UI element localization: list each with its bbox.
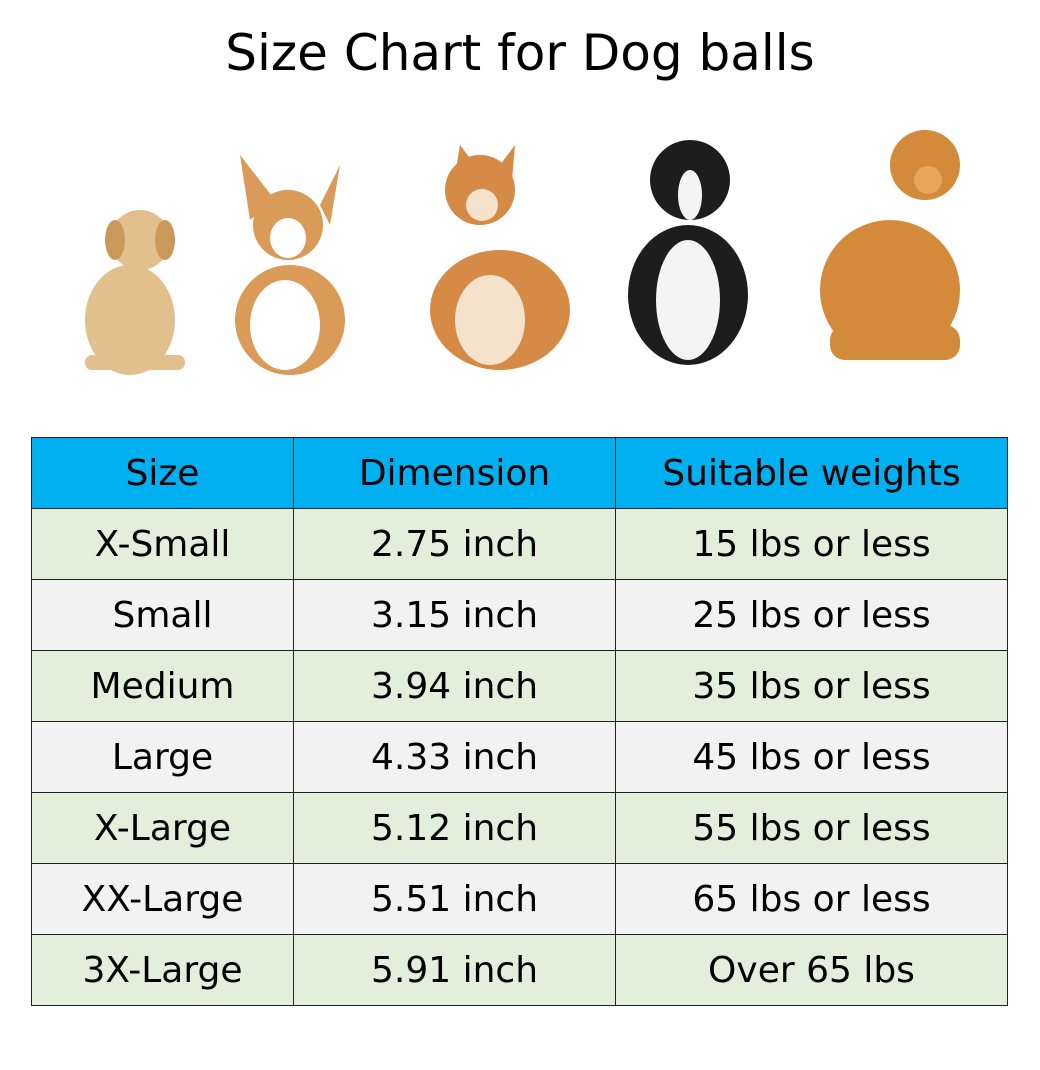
table-cell: 55 lbs or less — [615, 792, 1008, 864]
title: Size Chart for Dog balls — [225, 24, 815, 82]
dog-illustrations — [85, 130, 960, 375]
table-cell: 5.12 inch — [293, 792, 616, 864]
column-header: Size — [31, 437, 294, 509]
table-cell: Small — [31, 579, 294, 651]
table-row: Large 4.33 inch 45 lbs or less — [31, 721, 1008, 793]
shiba — [430, 145, 570, 370]
column-header: Suitable weights — [615, 437, 1008, 509]
table-cell: 2.75 inch — [293, 508, 616, 580]
table-cell: 35 lbs or less — [615, 650, 1008, 722]
table-cell: 25 lbs or less — [615, 579, 1008, 651]
table-cell: 65 lbs or less — [615, 863, 1008, 935]
table-cell: 4.33 inch — [293, 721, 616, 793]
size-table: Size Dimension Suitable weights X-Small 2.7… — [31, 437, 1008, 1006]
table-cell: 5.51 inch — [293, 863, 616, 935]
table-cell: Over 65 lbs — [615, 934, 1008, 1006]
table-cell: X-Small — [31, 508, 294, 580]
table-cell: Medium — [31, 650, 294, 722]
table-cell: 5.91 inch — [293, 934, 616, 1006]
table-cell: 3X-Large — [31, 934, 294, 1006]
table-row: 3X-Large 5.91 inch Over 65 lbs — [31, 934, 1008, 1006]
table-cell: 15 lbs or less — [615, 508, 1008, 580]
golden-retriever — [820, 130, 960, 360]
puppy — [85, 210, 185, 375]
table-row: Medium 3.94 inch 35 lbs or less — [31, 650, 1008, 722]
table-row: Small 3.15 inch 25 lbs or less — [31, 579, 1008, 651]
column-header: Dimension — [293, 437, 616, 509]
table-cell: 45 lbs or less — [615, 721, 1008, 793]
table-cell: Large — [31, 721, 294, 793]
table-row: X-Small 2.75 inch 15 lbs or less — [31, 508, 1008, 580]
table-cell: 3.15 inch — [293, 579, 616, 651]
table-row: X-Large 5.12 inch 55 lbs or less — [31, 792, 1008, 864]
table-row: XX-Large 5.51 inch 65 lbs or less — [31, 863, 1008, 935]
table-cell: XX-Large — [31, 863, 294, 935]
table-body: X-Small 2.75 inch 15 lbs or less Small 3.15 … — [31, 508, 1008, 1006]
corgi — [235, 155, 345, 375]
header-row: Size Dimension Suitable weights — [31, 437, 1008, 509]
border-collie — [628, 140, 748, 365]
table-cell: 3.94 inch — [293, 650, 616, 722]
table-cell: X-Large — [31, 792, 294, 864]
